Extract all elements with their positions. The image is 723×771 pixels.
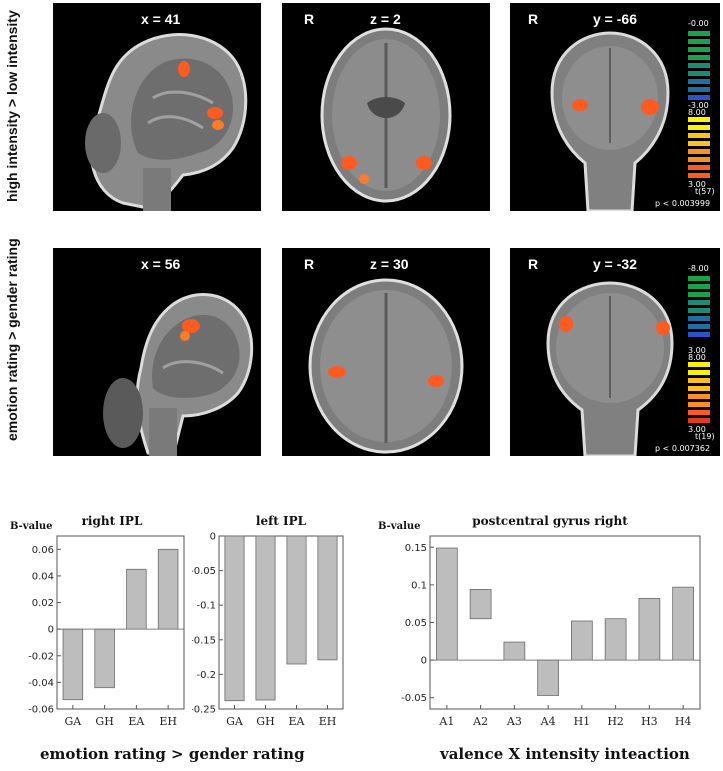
bar-gh: [94, 628, 115, 689]
y-tick-label: -0.25: [192, 705, 216, 716]
panel-coord-label: z = 2: [370, 11, 401, 27]
color-scale: -8.00 3.00 8.00 3.00: [688, 262, 718, 452]
chart-left-ipl: left IPL 0 -0.05 -0.1 -0.15 -0.2 -0.25 GA GH EA EH: [192, 514, 344, 728]
scale-mid1-label: -3.00: [688, 101, 709, 110]
x-tick-label: GA: [226, 715, 244, 728]
chart-title: postcentral gyrus right: [472, 514, 628, 528]
x-tick-label: GH: [95, 715, 113, 728]
panel-coord-label: x = 56: [141, 256, 181, 272]
y-tick-label: 0.06: [32, 545, 54, 556]
scale-top-label: -0.00: [688, 19, 709, 28]
bar-ga: [62, 628, 84, 701]
bar-a3: [503, 641, 526, 661]
y-tick-label: -0.02: [28, 651, 54, 662]
brain-panel-axial-z2: R z = 2: [282, 3, 490, 211]
y-tick-label: -0.15: [192, 635, 216, 646]
x-tick-label: H2: [607, 715, 624, 728]
y-tick-label: -0.05: [192, 566, 216, 577]
y-axis-label: B-value: [378, 521, 421, 532]
x-tick-label: EA: [289, 715, 306, 728]
panel-r-label: R: [304, 11, 315, 27]
y-tick-label: -0.1: [196, 601, 216, 612]
scale-mid2-label: 8.00: [688, 353, 706, 362]
brain-panel-sagittal-x56: x = 56: [53, 248, 261, 456]
panel-r-label: R: [528, 11, 539, 27]
scale-p-label: p < 0.007362: [655, 444, 711, 453]
row-label-high-intensity: high intensity > low intensity: [4, 10, 20, 202]
bar-h2: [604, 618, 627, 661]
bar-h4: [672, 586, 694, 661]
panel-coord-label: y = -66: [593, 11, 637, 27]
x-tick-label: A3: [506, 715, 522, 728]
y-tick-label: -0.2: [196, 670, 216, 681]
y-tick-label: -0.05: [401, 693, 427, 704]
y-tick-label: 0.15: [405, 543, 427, 554]
brain-panel-axial-z30: R z = 30: [282, 248, 490, 456]
y-tick-label: 0: [210, 532, 216, 543]
y-axis-label: B-value: [10, 521, 53, 532]
scale-bottom-label: 3.00: [688, 425, 706, 434]
x-tick-label: H3: [641, 715, 658, 728]
bar-eh: [317, 535, 338, 661]
scale-mid1-label: 3.00: [688, 346, 706, 355]
x-tick-label: H1: [574, 715, 591, 728]
scale-bottom-label: 3.00: [688, 180, 706, 189]
panel-coord-label: y = -32: [593, 256, 637, 272]
y-tick-label: -0.04: [28, 678, 54, 689]
x-tick-label: EH: [159, 715, 177, 728]
scale-p-label: p < 0.003999: [655, 199, 711, 208]
bar-gh: [255, 535, 276, 701]
x-tick-label: GA: [65, 715, 83, 728]
bar-h1: [571, 620, 593, 661]
scale-mid2-label: 8.00: [688, 108, 706, 117]
y-tick-label: 0.05: [405, 618, 427, 629]
caption-left: emotion rating > gender rating: [40, 745, 305, 763]
bar-ga: [224, 535, 245, 702]
row-label-emotion-rating: emotion rating > gender rating: [4, 238, 20, 441]
x-tick-label: A1: [438, 715, 454, 728]
scale-top-label: -8.00: [688, 264, 709, 273]
bar-h3: [638, 598, 661, 661]
y-tick-label: -0.06: [28, 705, 54, 716]
chart-right-ipl: right IPL B-value 0.06 0.04 0.02 0 -0.02 -0.04 -…: [10, 514, 185, 728]
x-tick-label: EH: [319, 715, 337, 728]
panel-coord-label: x = 41: [141, 11, 181, 27]
brain-panel-coronal-y32: R y = -32 -8.00 3.00 8.00 3.00 t(19) p <…: [510, 248, 720, 456]
y-tick-label: 0: [48, 625, 54, 636]
y-tick-label: 0.04: [32, 571, 54, 582]
caption-right: valence X intensity inteaction: [440, 745, 690, 763]
x-tick-label: EA: [128, 715, 145, 728]
bar-ea: [286, 535, 307, 665]
x-tick-label: H4: [675, 715, 692, 728]
bar-ea: [126, 568, 147, 630]
x-tick-label: A2: [472, 715, 488, 728]
color-scale: -0.00 -3.00 8.00 3.00: [688, 17, 718, 207]
y-tick-label: 0.1: [411, 580, 427, 591]
bar-a2: [469, 589, 492, 620]
panel-r-label: R: [304, 256, 315, 272]
bar-a1: [436, 547, 458, 661]
panel-coord-label: z = 30: [370, 256, 409, 272]
brain-panel-coronal-y66: R y = -66 -0.00 -3.00 8.00 3.00 t(57) p …: [510, 3, 720, 211]
x-tick-label: GH: [256, 715, 274, 728]
brain-panel-sagittal-x41: x = 41: [53, 3, 261, 211]
panel-r-label: R: [528, 256, 539, 272]
scale-stat-label: t(19): [695, 432, 715, 441]
y-tick-label: 0.02: [32, 598, 54, 609]
chart-title: right IPL: [82, 514, 143, 528]
bar-a4: [537, 659, 559, 696]
x-tick-label: A4: [540, 715, 556, 728]
chart-title: left IPL: [256, 514, 307, 528]
bar-eh: [157, 548, 179, 630]
y-tick-label: 0: [421, 656, 427, 667]
chart-postcentral-gyrus-right: postcentral gyrus right B-value 0.15 0.1 0.0…: [378, 514, 701, 728]
scale-stat-label: t(57): [695, 187, 715, 196]
